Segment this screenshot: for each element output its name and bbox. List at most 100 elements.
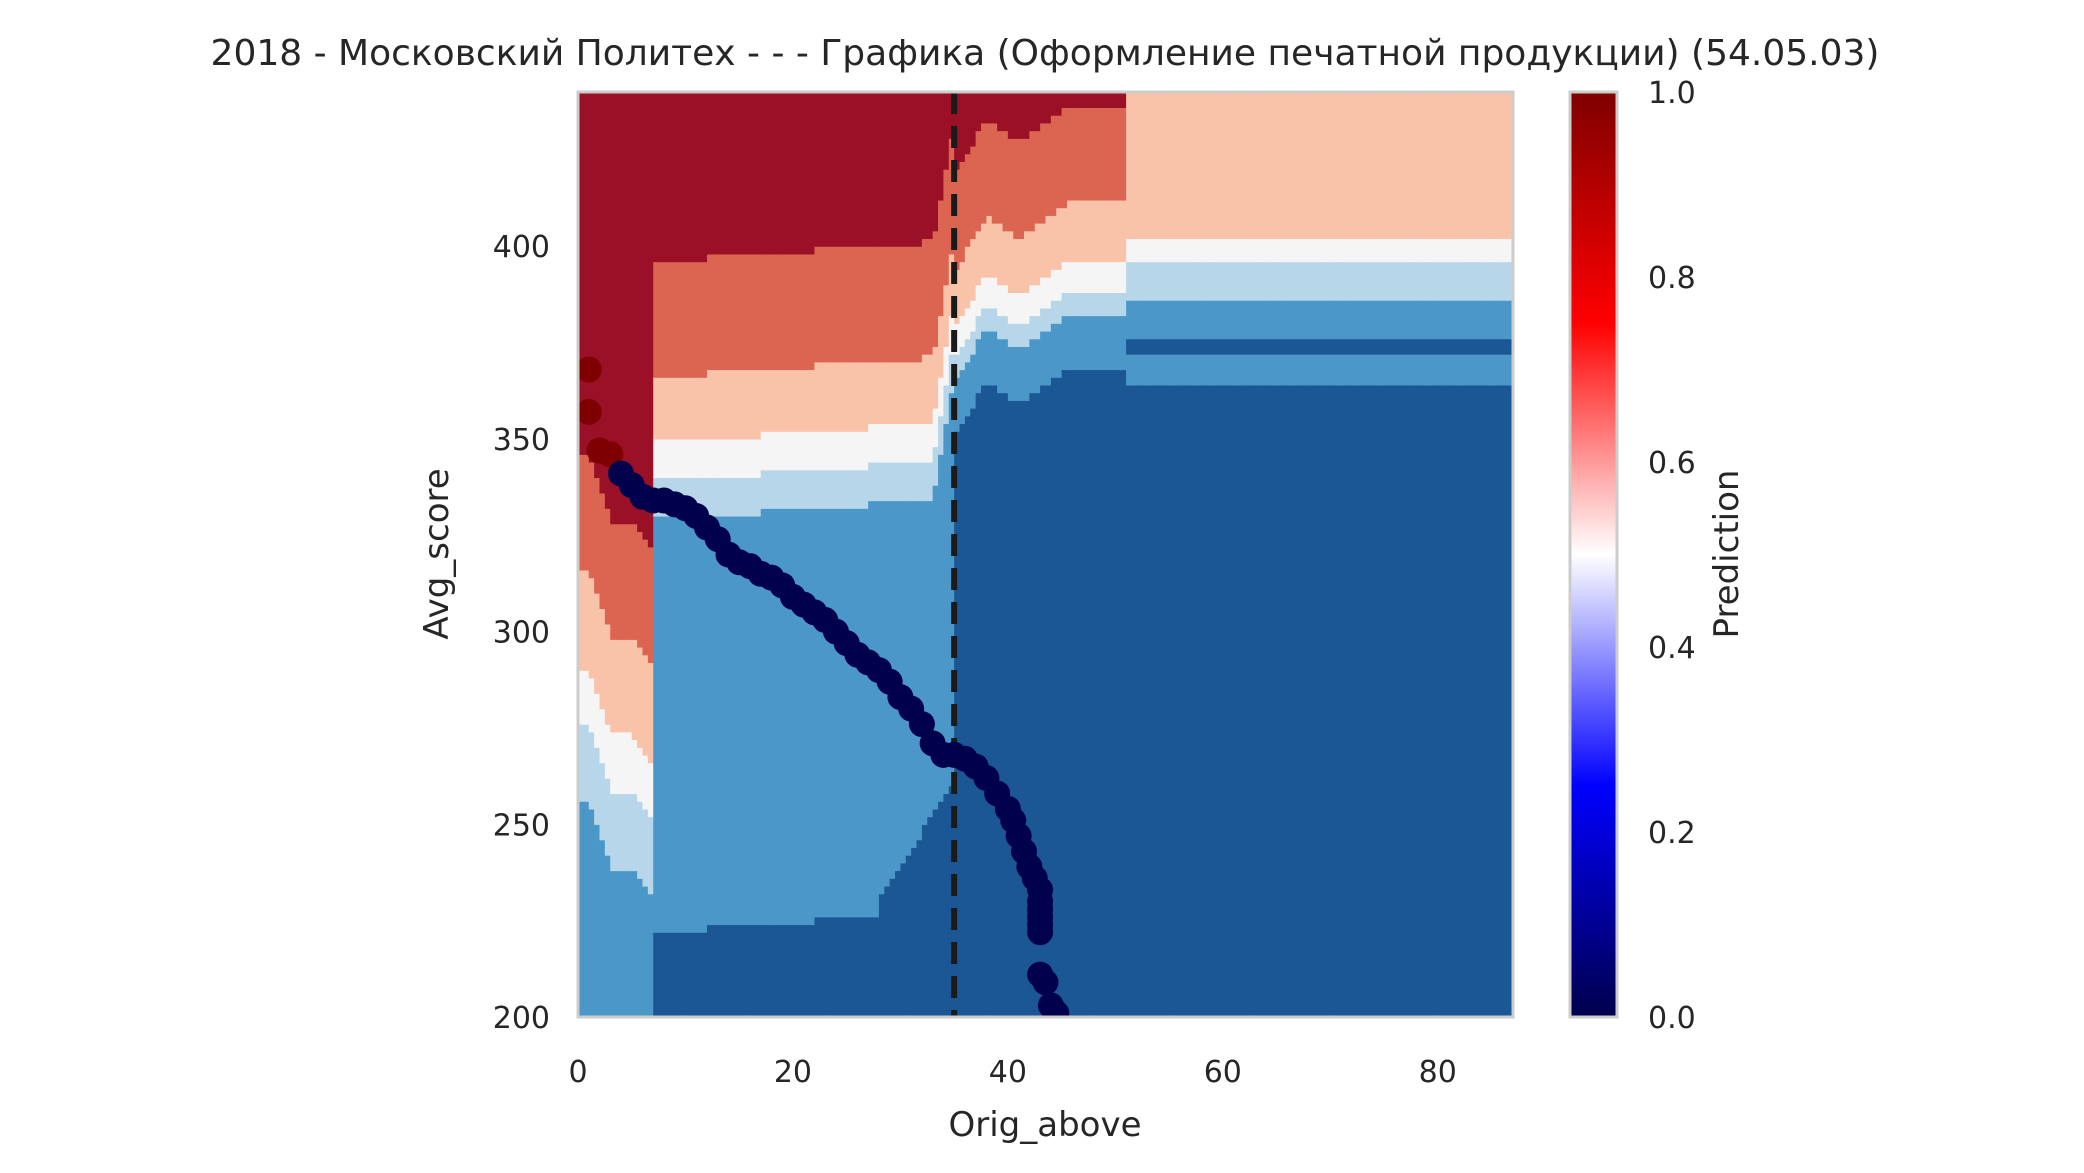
heatmap-cell [1341,354,1348,386]
heatmap-cell [588,577,595,679]
heatmap-cell [1260,261,1267,301]
data-points [578,356,1070,1017]
heatmap-cell [1093,92,1100,109]
heatmap-cell [1437,354,1444,386]
heatmap-cell [1470,92,1476,240]
heatmap-cell [680,438,687,479]
heatmap-cell [1400,384,1407,1017]
heatmap-cell [766,369,773,432]
heatmap-cell [809,469,816,509]
heatmap-cell [1486,92,1493,240]
heatmap-cell [1373,238,1380,263]
heatmap-cell [776,369,783,432]
heatmap-cell [706,477,713,517]
heatmap-cell [706,253,713,371]
heatmap-cell [723,438,730,479]
heatmap-cell [916,92,923,247]
heatmap-cell [1470,384,1476,1017]
heatmap-cell [674,932,681,1017]
y-tick-label: 400 [493,230,550,265]
heatmap-cell [1072,92,1079,109]
heatmap-cell [1152,384,1159,1017]
heatmap-cell [1287,354,1294,386]
heatmap-cell [658,438,665,479]
heatmap-cell [626,870,633,1017]
heatmap-cell [653,932,660,1017]
heatmap-cell [1249,92,1256,240]
heatmap-cell [771,369,778,432]
heatmap-cell [1120,292,1127,317]
heatmap-cell [943,384,950,425]
heatmap-cell [1281,300,1288,340]
heatmap-cell [610,92,617,525]
heatmap-cell [1190,92,1197,240]
heatmap-cell [594,693,601,748]
heatmap-cell [846,246,853,363]
heatmap-cell [1319,384,1326,1017]
heatmap-cell [911,423,918,463]
heatmap-cell [1002,230,1009,286]
heatmap-cell [1351,261,1358,301]
heatmap-cell [1217,300,1224,340]
heatmap-cell [1260,300,1267,340]
heatmap-cell [771,431,778,471]
colorbar-tick-label: 0.8 [1648,261,1696,296]
heatmap-cell [1169,261,1176,301]
heatmap-cell [1292,92,1299,240]
heatmap-cell [1276,92,1283,240]
heatmap-cell [1120,315,1127,371]
heatmap-cell [981,92,987,124]
heatmap-cell [717,369,724,440]
heatmap-cell [1475,354,1482,386]
heatmap-cell [1480,354,1487,386]
heatmap-cell [626,92,633,525]
heatmap-cell [1018,138,1025,240]
heatmap-cell [1496,338,1503,355]
heatmap-cell [921,824,928,1017]
heatmap-cell [809,369,816,432]
heatmap-cell [1480,261,1487,301]
heatmap-cell [755,924,762,1017]
heatmap-cell [1496,92,1503,240]
heatmap-cell [1281,338,1288,355]
heatmap-cell [809,92,816,255]
heatmap-cell [1486,384,1493,1017]
heatmap-cell [1486,300,1493,340]
heatmap-cell [835,508,842,918]
heatmap-cell [1502,354,1509,386]
heatmap-cell [916,423,923,463]
heatmap-cell [1136,261,1143,301]
heatmap-cell [728,253,735,371]
heatmap-cell [1378,338,1385,355]
heatmap-cell [631,92,638,525]
heatmap-cell [1432,261,1439,301]
heatmap-cell [663,261,670,378]
heatmap-cell [857,469,864,509]
heatmap-cell [1389,92,1396,240]
heatmap-cell [1367,384,1374,1017]
heatmap-cell [733,253,740,371]
heatmap-cell [1029,392,1036,1017]
heatmap-cell [1373,384,1380,1017]
heatmap-cell [787,469,794,509]
heatmap-cell [809,431,816,471]
heatmap-cell [846,92,853,247]
heatmap-cell [884,423,891,463]
heatmap-cell [782,924,789,1017]
heatmap-cell [739,369,746,440]
heatmap-cell [884,361,891,425]
heatmap-cell [1244,261,1251,301]
heatmap-cell [1298,338,1305,355]
heatmap-cell [1024,230,1030,294]
heatmap-cell [798,924,805,1017]
heatmap-cell [1470,300,1476,340]
heatmap-cell [1400,354,1407,386]
heatmap-cell [1066,92,1073,109]
heatmap-cell [1496,354,1503,386]
heatmap-cell [938,199,945,317]
heatmap-cell [1464,238,1471,263]
heatmap-cell [1475,338,1482,355]
heatmap-cell [1405,300,1412,340]
heatmap-cell [1244,354,1251,386]
heatmap-cell [1314,300,1321,340]
